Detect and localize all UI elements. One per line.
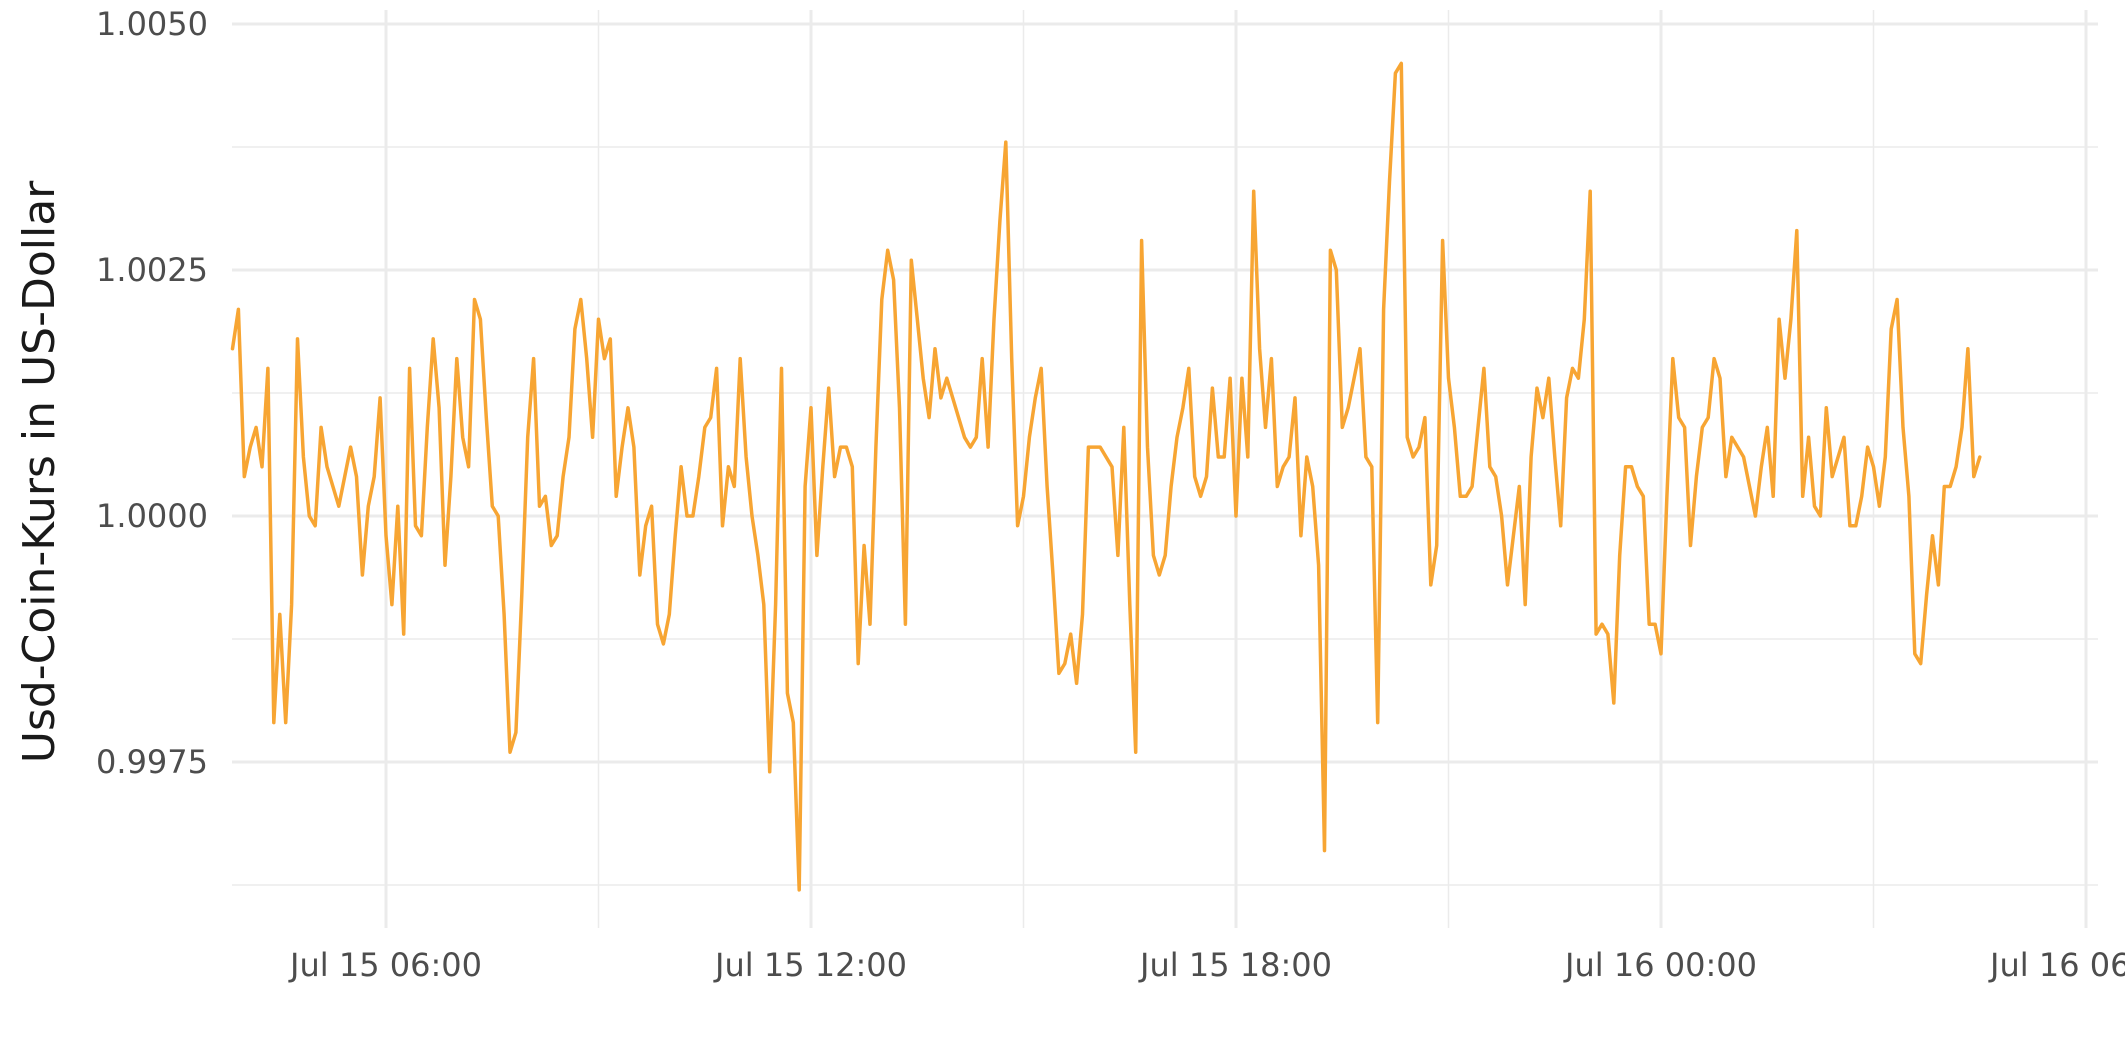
y-tick-label: 1.0050: [96, 5, 208, 43]
y-tick-label: 1.0000: [96, 497, 208, 535]
y-tick-label: 0.9975: [96, 743, 208, 781]
x-tick-label: Jul 16 06:00: [1988, 946, 2125, 984]
x-tick-labels: Jul 15 06:00 Jul 15 12:00 Jul 15 18:00 Jul …: [288, 946, 2125, 984]
x-tick-label: Jul 15 18:00: [1138, 946, 1332, 984]
x-tick-label: Jul 15 12:00: [713, 946, 907, 984]
y-tick-label: 1.0025: [96, 251, 208, 289]
x-tick-label: Jul 15 06:00: [288, 946, 482, 984]
price-series-line: [230, 61, 1982, 892]
y-axis-label: Usd-Coin-Kurs in US-Dollar: [14, 180, 65, 763]
y-tick-labels: 0.9975 1.0000 1.0025 1.0050: [96, 5, 208, 781]
minor-grid: [232, 10, 2098, 928]
major-grid: [232, 10, 2098, 928]
series-layer: [230, 61, 1982, 892]
x-tick-label: Jul 16 00:00: [1563, 946, 1757, 984]
